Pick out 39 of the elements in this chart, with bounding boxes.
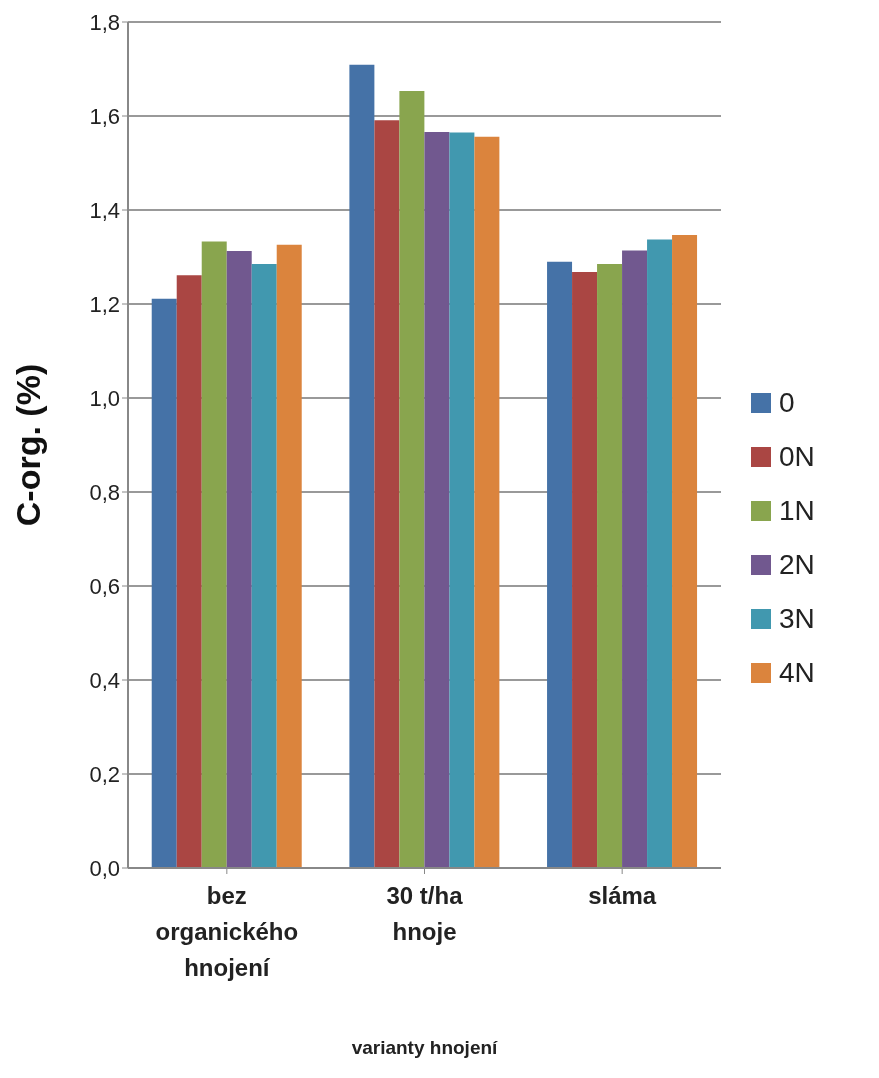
y-tick-label: 1,8 [89,9,120,35]
bar [201,241,227,868]
x-tick-label: bez organického hnojení [155,882,299,981]
bar [424,131,450,868]
y-tick-label: 0,4 [89,667,120,693]
y-tick-label: 0,2 [89,761,120,787]
bar [151,298,177,868]
legend-label: 4N [779,657,815,689]
legend-label: 0N [779,441,815,473]
y-tick-label: 0,8 [89,479,120,505]
legend-label: 2N [779,549,815,581]
y-axis-title: C-org. (%) [9,363,48,527]
legend-label: 1N [779,495,815,527]
bar [349,64,375,868]
bar [622,250,648,868]
bar [374,120,400,868]
bar [547,261,573,868]
legend-label: 0 [779,387,795,419]
bar [276,244,302,868]
bar [449,132,475,868]
bar [176,275,202,868]
x-tick-label: 30 t/ha hnoje [386,882,464,945]
bar [597,264,623,868]
y-tick-label: 1,0 [89,385,120,411]
bar [572,272,598,868]
bar [647,239,673,868]
bar [226,250,252,868]
bar [399,91,425,868]
bar [474,136,500,868]
x-axis-title: varianty hnojení [351,1037,499,1058]
bar [672,234,698,868]
y-tick-label: 1,2 [89,291,120,317]
y-tick-label: 0,0 [89,855,120,881]
y-tick-label: 0,6 [89,573,120,599]
x-tick-label: sláma [588,882,657,909]
y-tick-label: 1,6 [89,103,120,129]
y-tick-label: 1,4 [89,197,120,223]
bar [251,264,277,868]
legend-label: 3N [779,603,815,635]
